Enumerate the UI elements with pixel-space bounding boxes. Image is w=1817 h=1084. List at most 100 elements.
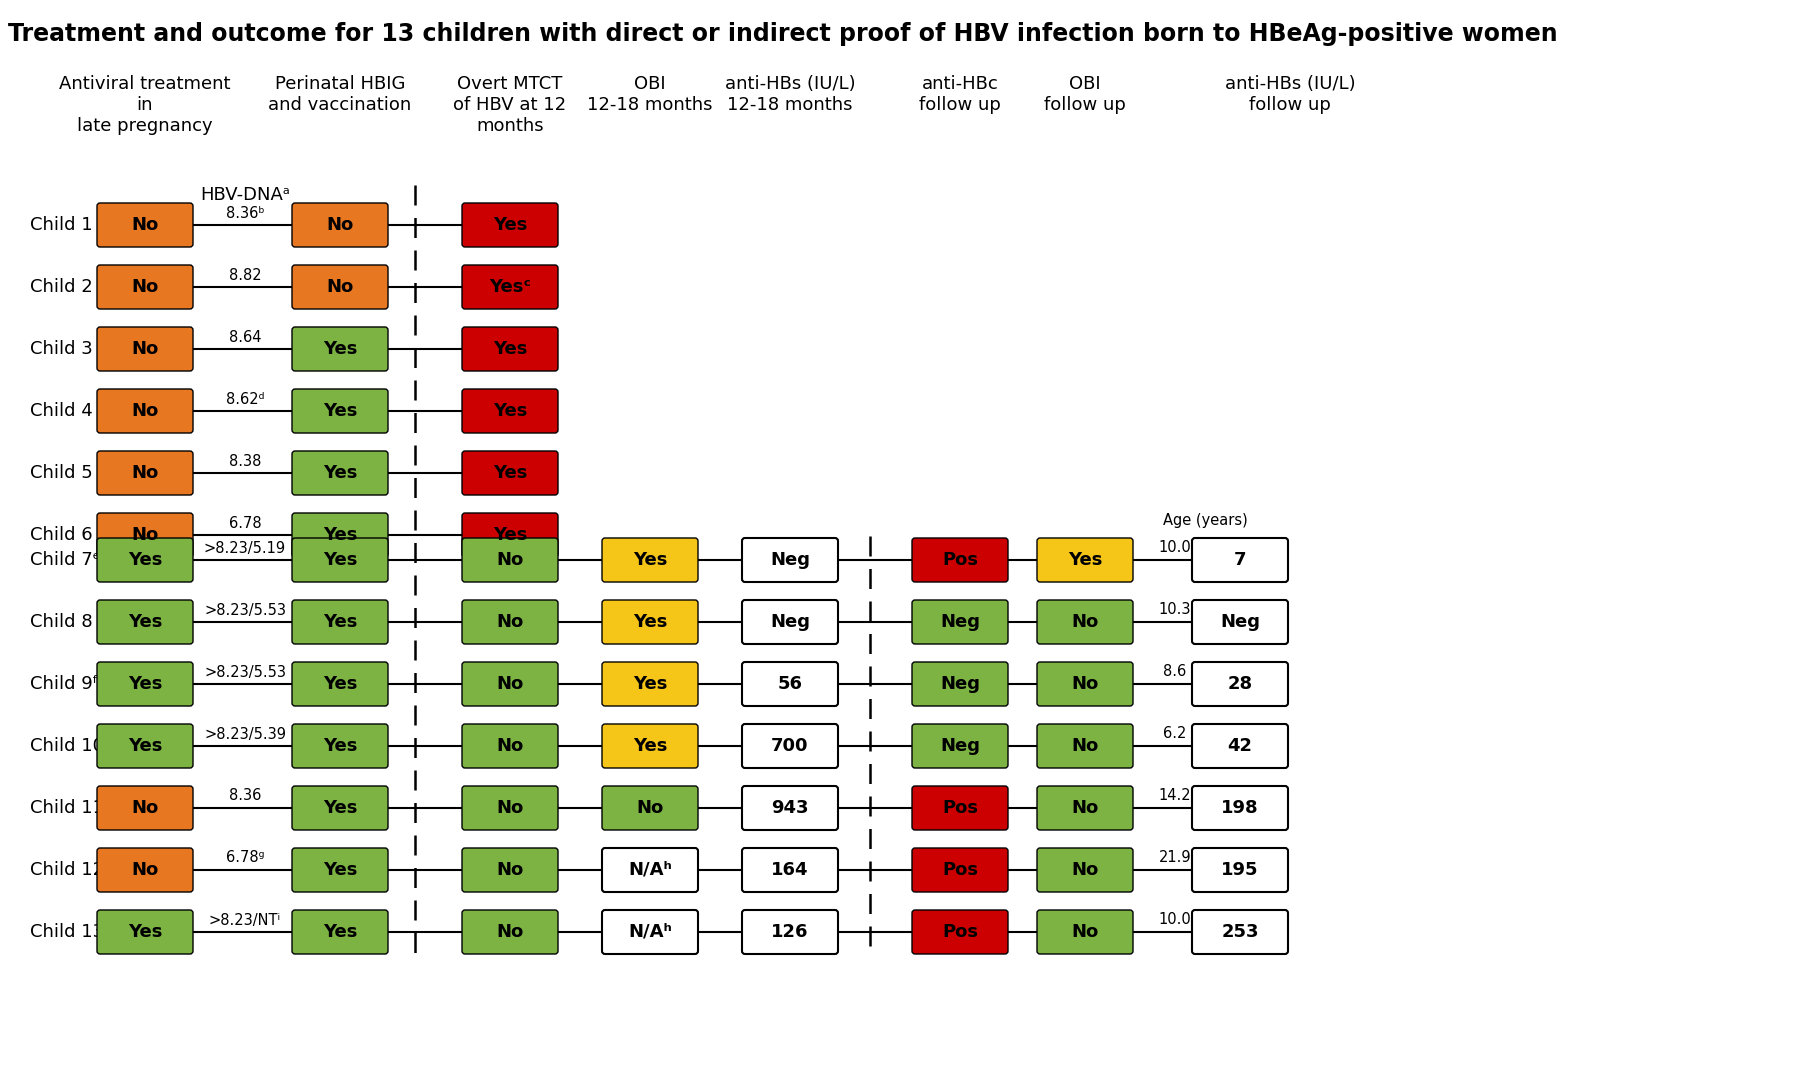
Text: 10.0: 10.0 <box>1159 541 1192 555</box>
Text: 10.0: 10.0 <box>1159 913 1192 928</box>
Text: 42: 42 <box>1228 737 1252 754</box>
Text: Yes: Yes <box>323 464 358 482</box>
FancyBboxPatch shape <box>96 538 193 582</box>
Text: No: No <box>496 612 523 631</box>
Text: No: No <box>636 799 663 817</box>
Text: Child 11: Child 11 <box>31 799 104 817</box>
FancyBboxPatch shape <box>601 601 698 644</box>
Text: No: No <box>131 861 158 879</box>
FancyBboxPatch shape <box>293 389 389 433</box>
FancyBboxPatch shape <box>741 909 838 954</box>
Text: No: No <box>1072 737 1099 754</box>
Text: No: No <box>496 922 523 941</box>
Text: Yes: Yes <box>632 737 667 754</box>
Text: >8.23/NTⁱ: >8.23/NTⁱ <box>209 913 282 928</box>
Text: Child 8: Child 8 <box>31 612 93 631</box>
FancyBboxPatch shape <box>462 848 558 892</box>
FancyBboxPatch shape <box>1038 786 1134 830</box>
FancyBboxPatch shape <box>462 724 558 767</box>
FancyBboxPatch shape <box>462 327 558 371</box>
Text: No: No <box>131 526 158 544</box>
Text: 700: 700 <box>770 737 809 754</box>
Text: Pos: Pos <box>941 799 978 817</box>
FancyBboxPatch shape <box>741 662 838 706</box>
Text: Yes: Yes <box>323 922 358 941</box>
FancyBboxPatch shape <box>96 264 193 309</box>
Text: Antiviral treatment
in
late pregnancy: Antiviral treatment in late pregnancy <box>60 75 231 134</box>
Text: Neg: Neg <box>939 612 979 631</box>
Text: Child 13: Child 13 <box>31 922 104 941</box>
Text: Yes: Yes <box>127 737 162 754</box>
FancyBboxPatch shape <box>293 909 389 954</box>
FancyBboxPatch shape <box>293 724 389 767</box>
Text: >8.23/5.19: >8.23/5.19 <box>204 541 285 555</box>
Text: Yes: Yes <box>492 526 527 544</box>
Text: Yes: Yes <box>127 612 162 631</box>
Text: Yes: Yes <box>323 861 358 879</box>
Text: Yes: Yes <box>323 526 358 544</box>
Text: No: No <box>131 340 158 358</box>
Text: N/Aʰ: N/Aʰ <box>629 861 672 879</box>
Text: 8.82: 8.82 <box>229 268 262 283</box>
Text: 56: 56 <box>778 675 803 693</box>
FancyBboxPatch shape <box>293 451 389 495</box>
Text: Child 1: Child 1 <box>31 216 93 234</box>
Text: No: No <box>496 675 523 693</box>
FancyBboxPatch shape <box>96 662 193 706</box>
Text: Pos: Pos <box>941 922 978 941</box>
FancyBboxPatch shape <box>293 786 389 830</box>
FancyBboxPatch shape <box>462 513 558 557</box>
Text: 21.9: 21.9 <box>1159 851 1192 865</box>
Text: Child 9ᶠ: Child 9ᶠ <box>31 675 98 693</box>
Text: Yes: Yes <box>323 612 358 631</box>
Text: anti-HBc
follow up: anti-HBc follow up <box>919 75 1001 114</box>
FancyBboxPatch shape <box>1192 848 1288 892</box>
FancyBboxPatch shape <box>462 451 558 495</box>
Text: Yes: Yes <box>323 737 358 754</box>
FancyBboxPatch shape <box>462 538 558 582</box>
FancyBboxPatch shape <box>293 662 389 706</box>
Text: Yes: Yes <box>127 675 162 693</box>
Text: Child 6: Child 6 <box>31 526 93 544</box>
FancyBboxPatch shape <box>293 538 389 582</box>
Text: 164: 164 <box>770 861 809 879</box>
Text: Yes: Yes <box>632 675 667 693</box>
FancyBboxPatch shape <box>96 909 193 954</box>
Text: Yes: Yes <box>492 402 527 420</box>
Text: No: No <box>131 216 158 234</box>
Text: Neg: Neg <box>939 675 979 693</box>
FancyBboxPatch shape <box>1192 662 1288 706</box>
FancyBboxPatch shape <box>96 389 193 433</box>
Text: Neg: Neg <box>1219 612 1259 631</box>
FancyBboxPatch shape <box>293 848 389 892</box>
Text: Child 10: Child 10 <box>31 737 104 754</box>
Text: 8.62ᵈ: 8.62ᵈ <box>225 391 263 406</box>
FancyBboxPatch shape <box>462 786 558 830</box>
FancyBboxPatch shape <box>462 264 558 309</box>
FancyBboxPatch shape <box>741 601 838 644</box>
Text: No: No <box>1072 861 1099 879</box>
Text: anti-HBs (IU/L)
12-18 months: anti-HBs (IU/L) 12-18 months <box>725 75 856 114</box>
Text: Child 4: Child 4 <box>31 402 93 420</box>
Text: 126: 126 <box>770 922 809 941</box>
Text: Neg: Neg <box>770 551 810 569</box>
FancyBboxPatch shape <box>741 538 838 582</box>
FancyBboxPatch shape <box>1038 662 1134 706</box>
FancyBboxPatch shape <box>293 264 389 309</box>
Text: Child 2: Child 2 <box>31 278 93 296</box>
Text: Yes: Yes <box>323 551 358 569</box>
FancyBboxPatch shape <box>1192 909 1288 954</box>
FancyBboxPatch shape <box>462 389 558 433</box>
Text: 6.2: 6.2 <box>1163 726 1187 741</box>
FancyBboxPatch shape <box>912 909 1008 954</box>
Text: >8.23/5.53: >8.23/5.53 <box>204 603 285 618</box>
FancyBboxPatch shape <box>96 327 193 371</box>
FancyBboxPatch shape <box>741 848 838 892</box>
Text: Neg: Neg <box>770 612 810 631</box>
FancyBboxPatch shape <box>1192 538 1288 582</box>
Text: OBI
12-18 months: OBI 12-18 months <box>587 75 712 114</box>
FancyBboxPatch shape <box>912 538 1008 582</box>
FancyBboxPatch shape <box>462 203 558 247</box>
Text: N/Aʰ: N/Aʰ <box>629 922 672 941</box>
Text: Yes: Yes <box>492 340 527 358</box>
